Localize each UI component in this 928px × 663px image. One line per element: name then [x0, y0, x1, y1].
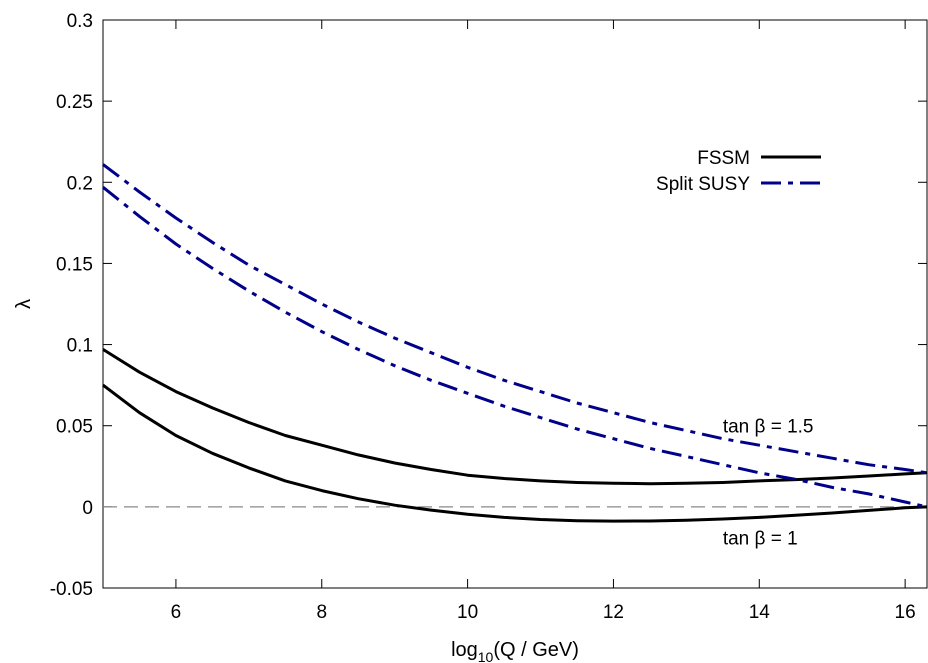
y-tick-label: 0.3: [67, 11, 93, 32]
y-tick-label: 0.15: [56, 254, 93, 275]
legend: FSSM Split SUSY: [656, 148, 821, 195]
x-axis-title: log10(Q / GeV): [451, 639, 579, 663]
x-tick-label: 8: [316, 602, 327, 623]
series-line-fssm-1: [103, 385, 927, 521]
x-axis-title-subscript: 10: [478, 649, 494, 663]
annotation-label: tan β = 1.5: [723, 417, 814, 438]
legend-label: FSSM: [697, 148, 750, 169]
annotation-label: tan β = 1: [723, 529, 798, 550]
x-axis-title-rest: (Q / GeV): [493, 639, 579, 661]
x-tick-label: 16: [895, 602, 916, 623]
y-tick-label: 0.2: [67, 173, 93, 194]
x-tick-label: 14: [749, 602, 771, 623]
y-axis-title: λ: [13, 299, 35, 309]
x-tick-label: 10: [457, 602, 478, 623]
x-axis-title-base: log: [451, 639, 478, 661]
legend-label: Split SUSY: [656, 174, 750, 195]
x-tick-label: 6: [171, 602, 182, 623]
y-tick-label: 0: [82, 498, 93, 519]
y-tick-label: 0.25: [56, 92, 93, 113]
y-tick-label: 0.1: [67, 336, 93, 357]
plot-frame: [103, 20, 927, 588]
y-tick-label: -0.05: [50, 579, 93, 600]
x-tick-label: 12: [603, 602, 624, 623]
series-layer: [103, 164, 927, 521]
y-tick-label: 0.05: [56, 417, 93, 438]
